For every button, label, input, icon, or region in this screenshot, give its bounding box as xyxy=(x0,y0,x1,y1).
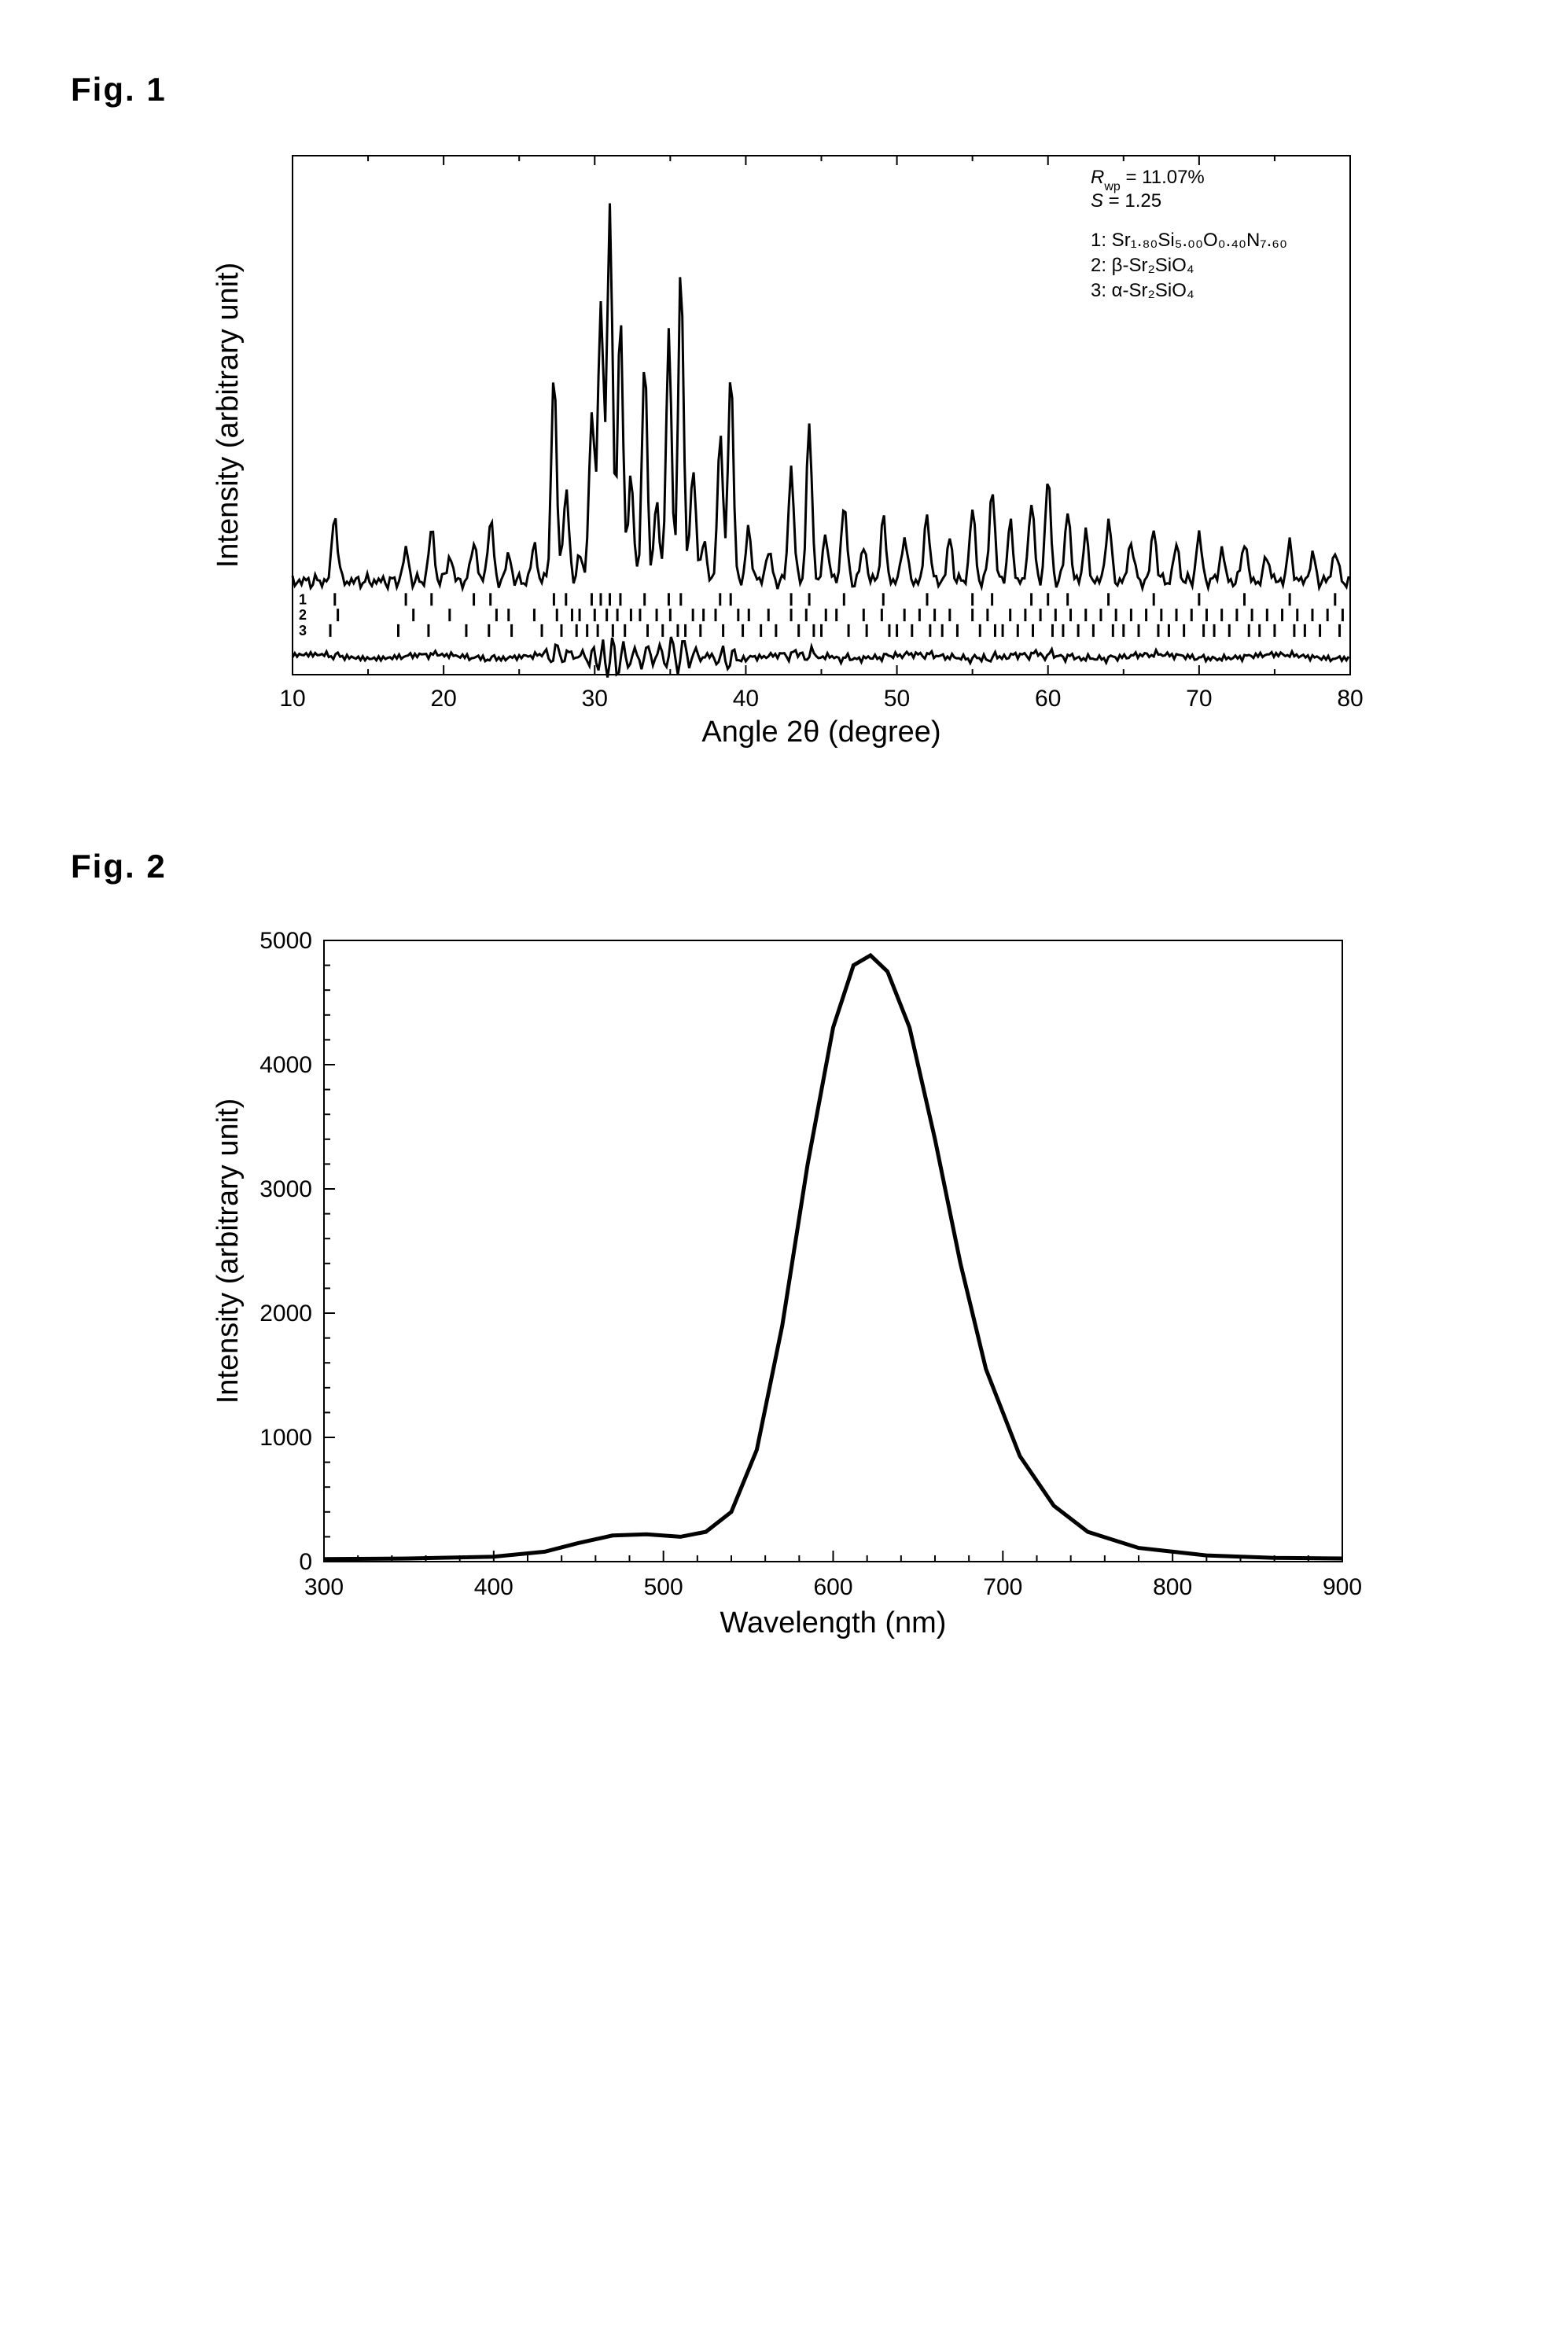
svg-text:500: 500 xyxy=(644,1574,683,1600)
svg-text:10: 10 xyxy=(279,686,305,712)
svg-text:1: Sr₁.₈₀Si₅.₀₀O₀.₄₀N₇.₆₀: 1: Sr₁.₈₀Si₅.₀₀O₀.₄₀N₇.₆₀ xyxy=(1091,230,1287,251)
figure-1-label: Fig. 1 xyxy=(71,71,1497,109)
xrd-chart: 10 20 30 40 50 60 70 80 Intensity (arbitrary uni… xyxy=(194,140,1374,753)
figure-1-container: 10 20 30 40 50 60 70 80 Intensity (arbitrary uni… xyxy=(71,140,1497,753)
svg-text:1000: 1000 xyxy=(259,1425,312,1451)
svg-text:Angle 2θ (degree): Angle 2θ (degree) xyxy=(701,716,940,749)
svg-text:5000: 5000 xyxy=(259,928,312,954)
svg-text:900: 900 xyxy=(1323,1574,1362,1600)
svg-text:Wavelength (nm): Wavelength (nm) xyxy=(720,1606,947,1639)
svg-text:700: 700 xyxy=(983,1574,1022,1600)
svg-text:80: 80 xyxy=(1337,686,1363,712)
svg-text:400: 400 xyxy=(474,1574,513,1600)
svg-text:2000: 2000 xyxy=(259,1301,312,1327)
svg-text:4000: 4000 xyxy=(259,1052,312,1078)
svg-text:3000: 3000 xyxy=(259,1176,312,1202)
svg-text:0: 0 xyxy=(299,1549,312,1575)
spectrum-chart: 300 400 500 600 700 800 900 0 1000 2000 3000 4000 50… xyxy=(194,917,1374,1648)
svg-text:3: α-Sr₂SiO₄: 3: α-Sr₂SiO₄ xyxy=(1091,280,1194,301)
svg-text:50: 50 xyxy=(884,686,910,712)
svg-text:3: 3 xyxy=(299,623,307,638)
svg-text:2: β-Sr₂SiO₄: 2: β-Sr₂SiO₄ xyxy=(1091,255,1194,276)
svg-text:40: 40 xyxy=(733,686,759,712)
svg-text:2: 2 xyxy=(299,607,307,623)
svg-text:1: 1 xyxy=(299,591,307,607)
svg-text:S = 1.25: S = 1.25 xyxy=(1091,190,1161,212)
svg-text:300: 300 xyxy=(304,1574,344,1600)
figure-2-label: Fig. 2 xyxy=(71,848,1497,885)
svg-text:60: 60 xyxy=(1035,686,1061,712)
svg-text:Intensity (arbitrary unit): Intensity (arbitrary unit) xyxy=(212,1098,245,1404)
figure-2-container: 300 400 500 600 700 800 900 0 1000 2000 3000 4000 50… xyxy=(71,917,1497,1648)
svg-text:30: 30 xyxy=(582,686,608,712)
svg-text:20: 20 xyxy=(430,686,456,712)
svg-text:600: 600 xyxy=(813,1574,852,1600)
svg-text:800: 800 xyxy=(1153,1574,1192,1600)
svg-text:Intensity (arbitrary unit): Intensity (arbitrary unit) xyxy=(212,263,245,569)
svg-text:Rwp = 11.07%: Rwp = 11.07% xyxy=(1091,167,1205,193)
svg-text:70: 70 xyxy=(1186,686,1212,712)
